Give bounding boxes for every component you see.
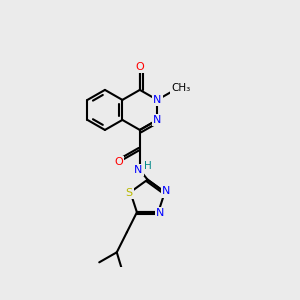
Text: CH₃: CH₃ [171,82,190,93]
Text: S: S [125,188,132,198]
Text: H: H [144,161,152,171]
Text: O: O [136,62,144,72]
Text: N: N [156,208,165,218]
Text: N: N [153,95,161,105]
Text: N: N [153,115,161,125]
Text: N: N [162,186,171,197]
Text: N: N [134,165,142,175]
Text: O: O [114,157,123,167]
